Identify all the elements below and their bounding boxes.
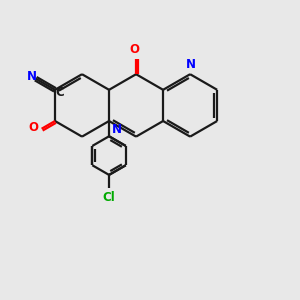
Text: C: C <box>56 86 64 99</box>
Text: N: N <box>112 123 122 136</box>
Text: N: N <box>27 70 37 83</box>
Text: O: O <box>130 44 140 56</box>
Text: N: N <box>186 58 196 71</box>
Text: O: O <box>28 121 38 134</box>
Text: Cl: Cl <box>103 191 116 204</box>
